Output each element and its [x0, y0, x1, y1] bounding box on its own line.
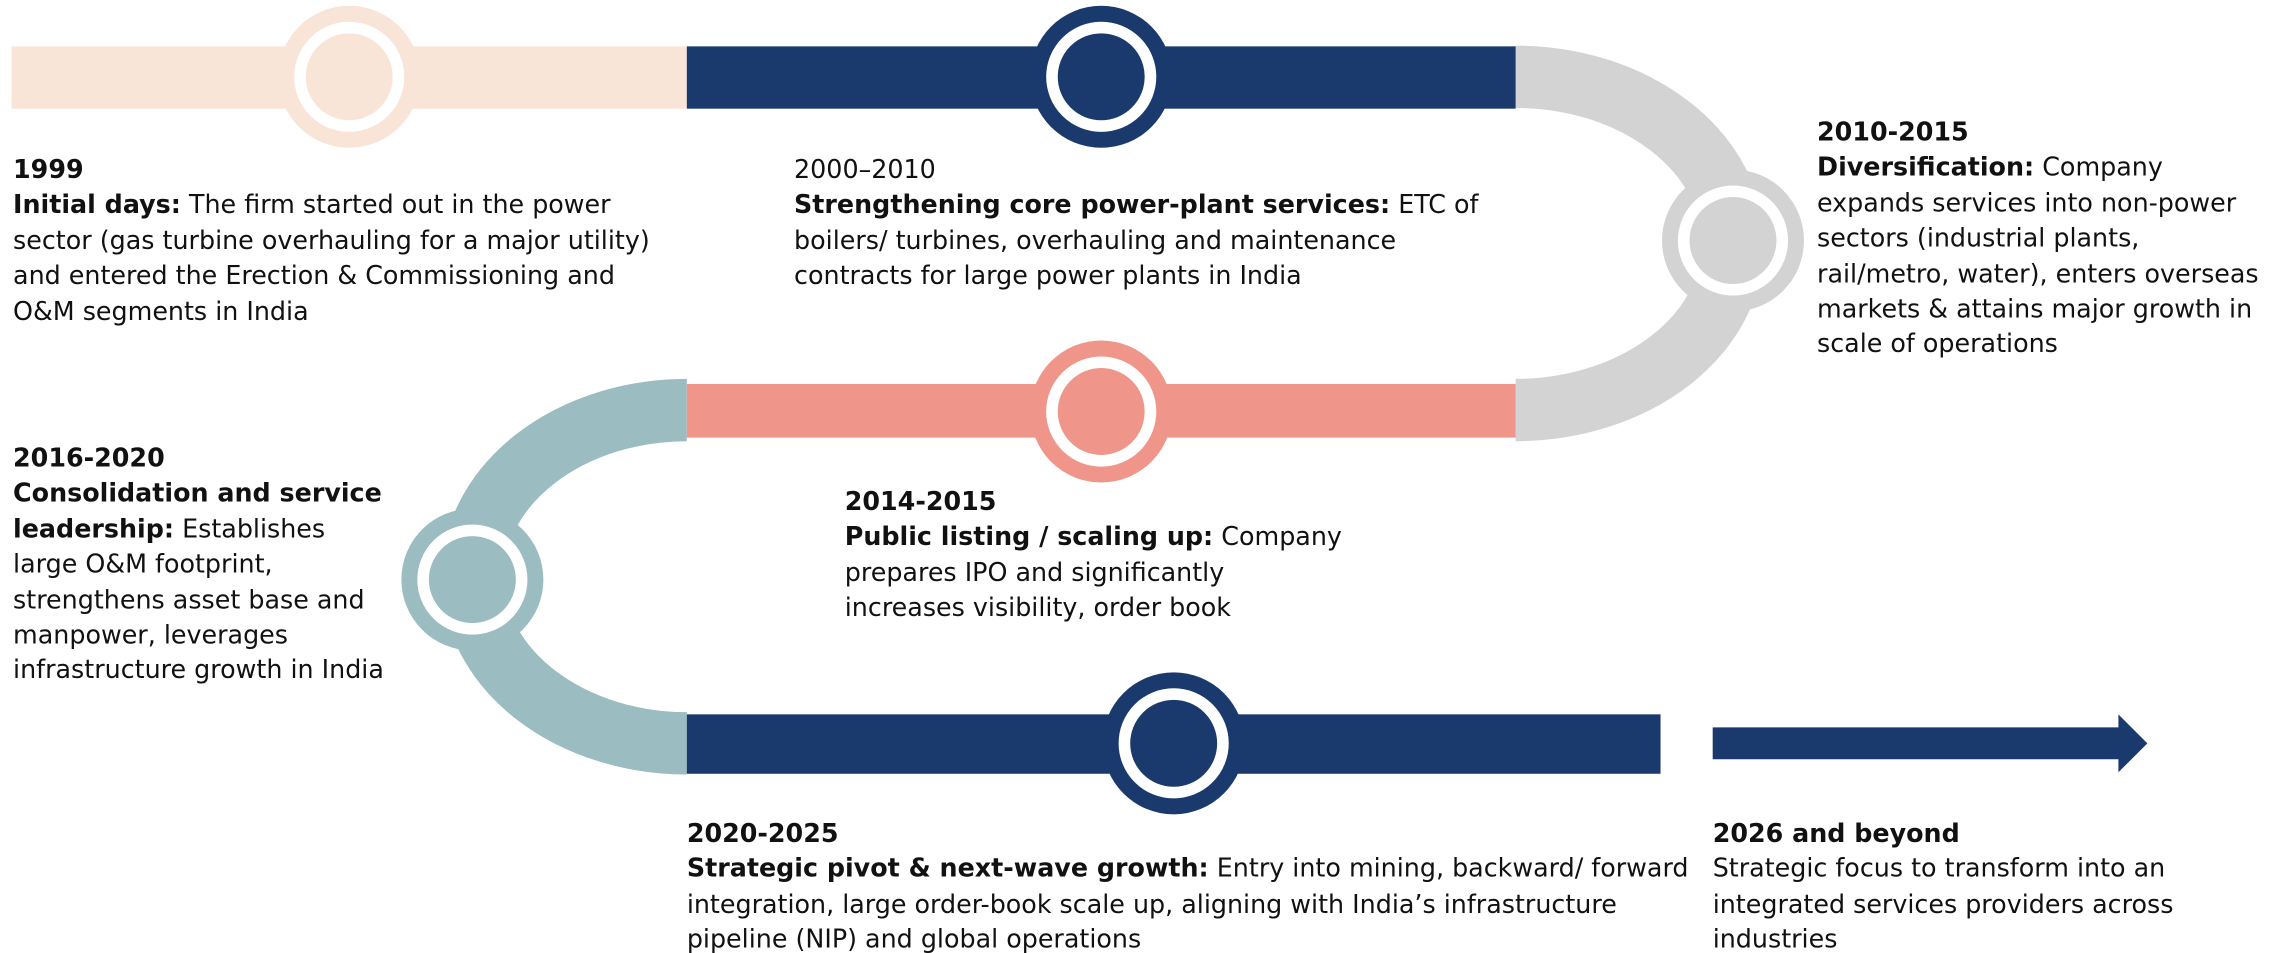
milestone: 2014-2015 Public listing / scaling up: Co… [845, 485, 1345, 626]
milestone: 2000–2010 Strengthening core power-plant … [794, 154, 1482, 295]
milestone-heading: Initial days: [13, 191, 181, 221]
milestone-period: 2000–2010 [794, 156, 936, 186]
milestone-heading: Strengthening core power-plant services: [794, 191, 1391, 221]
node [1030, 5, 1173, 148]
milestone-period: 1999 [13, 156, 84, 186]
node [1661, 169, 1804, 312]
milestone: 2010-2015 Diversification: Company expand… [1817, 116, 2259, 364]
milestone-period: 2014-2015 [844, 488, 997, 518]
milestone: 2020-2025 Strategic pivot & next-wave gro… [687, 817, 1709, 953]
arrow [1712, 714, 2148, 773]
milestone-text: Company prepares IPO and significantly i… [844, 523, 1342, 624]
milestone-text: Entry into mining, backward/ forward int… [686, 855, 1689, 953]
milestone-period: 2020-2025 [686, 820, 839, 850]
milestone-text: ETC of boilers/ turbines, overhauling an… [794, 191, 1479, 292]
milestone-heading: Strategic pivot & next-wave growth: [686, 855, 1209, 885]
milestone: 2026 and beyond Strategic focus to transf… [1713, 817, 2206, 953]
milestone-period: 2010-2015 [1817, 118, 1969, 148]
milestone-heading: Consolidation and service leadership: [13, 480, 382, 545]
milestone: 2016-2020 Consolidation and service leade… [13, 442, 390, 690]
node [1102, 672, 1245, 815]
milestone-text: Strategic focus to transform into an int… [1712, 855, 2174, 953]
node [1030, 340, 1173, 483]
milestone-heading: Public listing / scaling up: [844, 523, 1214, 553]
milestone-text: Establishes large O&M footprint, strengt… [13, 515, 384, 687]
milestone-period: 2026 and beyond [1712, 820, 1960, 850]
node [401, 508, 544, 651]
milestone: 1999 Initial days: The firm started out i… [13, 154, 651, 331]
milestone-heading: Diversification: [1817, 154, 2035, 184]
milestone-text: The firm started out in the power sector… [13, 191, 650, 327]
milestone-text: Company expands services into non-power … [1817, 154, 2259, 360]
milestone-period: 2016-2020 [13, 444, 165, 474]
node [278, 5, 421, 148]
